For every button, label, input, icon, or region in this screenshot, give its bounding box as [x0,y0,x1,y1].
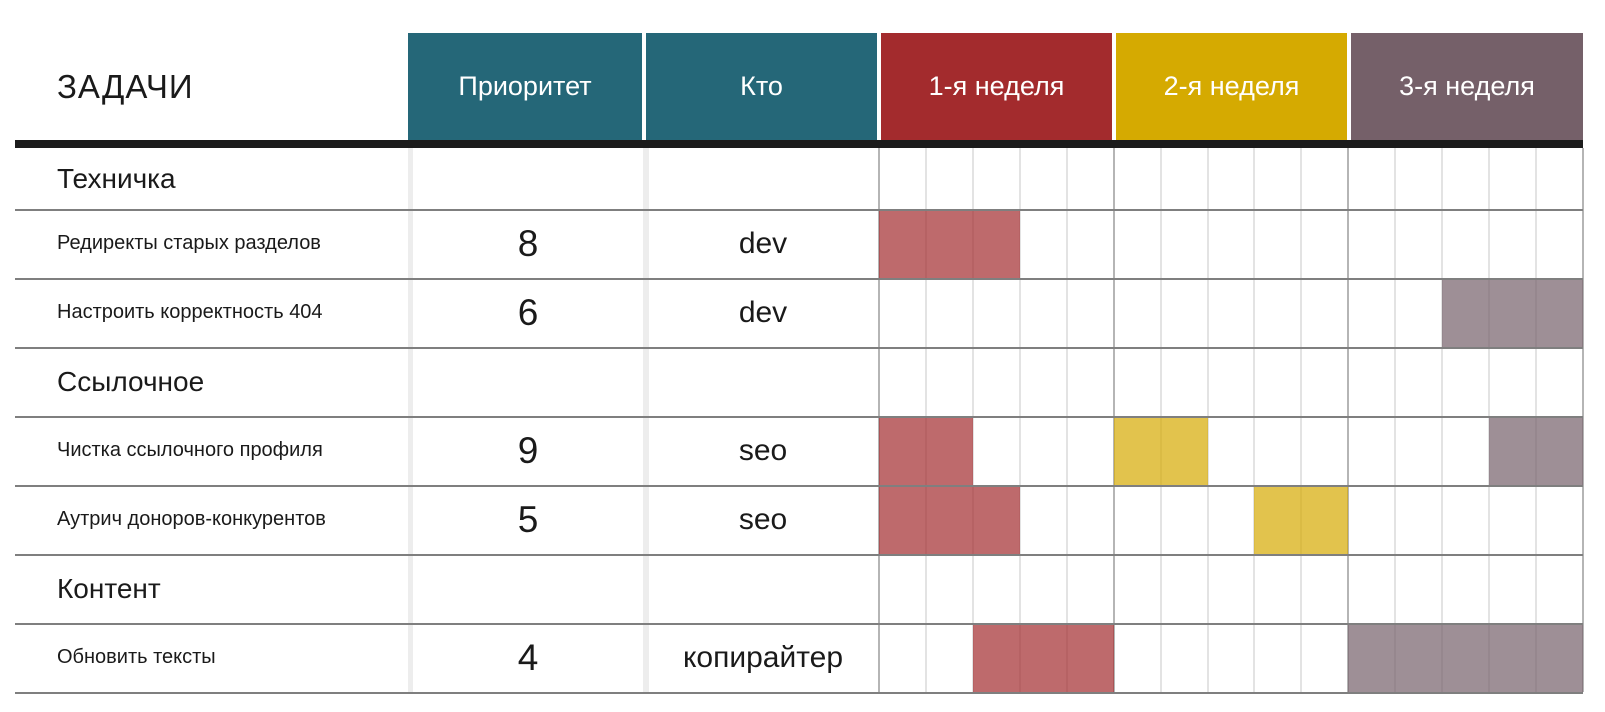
task-name: Редиректы старых разделов [57,232,321,254]
gantt-bar [1489,417,1583,487]
column-divider [408,148,413,692]
header-underline [15,140,1583,148]
row-separator [15,278,1583,280]
row-separator [15,554,1583,556]
day-gridline [1300,148,1303,692]
day-gridline [1441,148,1444,692]
task-name: Аутрич доноров-конкурентов [57,508,326,530]
assignee-value: dev [738,226,788,260]
assignee-value: копирайтер [682,640,844,674]
priority-value: 6 [517,291,539,333]
priority-value: 9 [517,429,539,471]
tasks-column-title: ЗАДАЧИ [57,67,194,105]
column-header: Кто [646,33,877,140]
row-separator [15,416,1583,418]
assignee-value: seo [738,433,788,467]
week-header: 2-я неделя [1116,33,1347,140]
day-gridline [1253,148,1256,692]
assignee-value: dev [738,295,788,329]
row-separator [15,485,1583,487]
section-row-label: Техничка [57,162,176,194]
week-header: 3-я неделя [1351,33,1583,140]
gantt-bar [972,624,1114,694]
row-separator [15,347,1583,349]
day-gridline [1065,148,1068,692]
gantt-bar [879,486,1020,556]
row-separator [15,692,1583,694]
day-gridline [971,148,974,692]
week-gridline [1582,148,1584,692]
priority-value: 4 [517,636,539,678]
gantt-bar [1442,279,1583,349]
task-name: Чистка ссылочного профиля [57,439,323,461]
gantt-bar [879,210,1020,280]
gantt-bar [1348,624,1583,694]
row-separator [15,623,1583,625]
row-separator [15,209,1583,211]
day-gridline [1394,148,1397,692]
column-header: Приоритет [408,33,642,140]
column-divider [643,148,649,692]
gantt-bar [879,417,973,487]
task-name: Обновить тексты [57,646,216,668]
gantt-bar [1254,486,1349,556]
week-gridline [1347,148,1350,692]
gantt-bar [1113,417,1208,487]
day-gridline [1018,148,1021,692]
week-header: 1-я неделя [881,33,1112,140]
priority-value: 8 [517,222,539,264]
assignee-value: seo [738,502,788,536]
task-name: Настроить корректность 404 [57,301,323,323]
day-gridline [1206,148,1209,692]
section-row-label: Контент [57,572,161,604]
section-row-label: Ссылочное [57,365,205,397]
priority-value: 5 [517,498,539,540]
